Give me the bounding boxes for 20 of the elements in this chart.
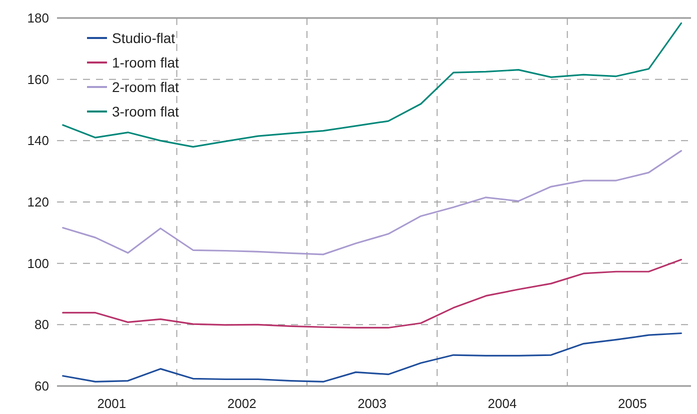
legend-label: 3-room flat — [112, 103, 180, 120]
y-tick-label: 120 — [27, 194, 49, 210]
line-series — [62, 22, 682, 148]
x-tick-label: 2004 — [488, 396, 517, 411]
y-tick-label: 100 — [27, 256, 49, 271]
y-tick-label: 80 — [34, 317, 49, 332]
y-tick-label: 180 — [27, 10, 49, 26]
legend-label: 2-room flat — [112, 78, 180, 95]
legend-label: 1-room flat — [112, 54, 180, 70]
y-tick-label: 140 — [27, 133, 49, 148]
line-series — [62, 258, 682, 329]
x-tick-label: 2005 — [618, 396, 647, 411]
x-tick-label: 2001 — [97, 396, 126, 411]
y-tick-label: 160 — [27, 72, 49, 87]
line-series — [62, 332, 682, 383]
y-tick-label: 60 — [34, 378, 49, 394]
x-tick-label: 2002 — [227, 396, 256, 411]
legend-label: Studio-flat — [112, 30, 176, 46]
x-tick-label: 2003 — [358, 396, 387, 411]
line-series — [62, 150, 682, 256]
